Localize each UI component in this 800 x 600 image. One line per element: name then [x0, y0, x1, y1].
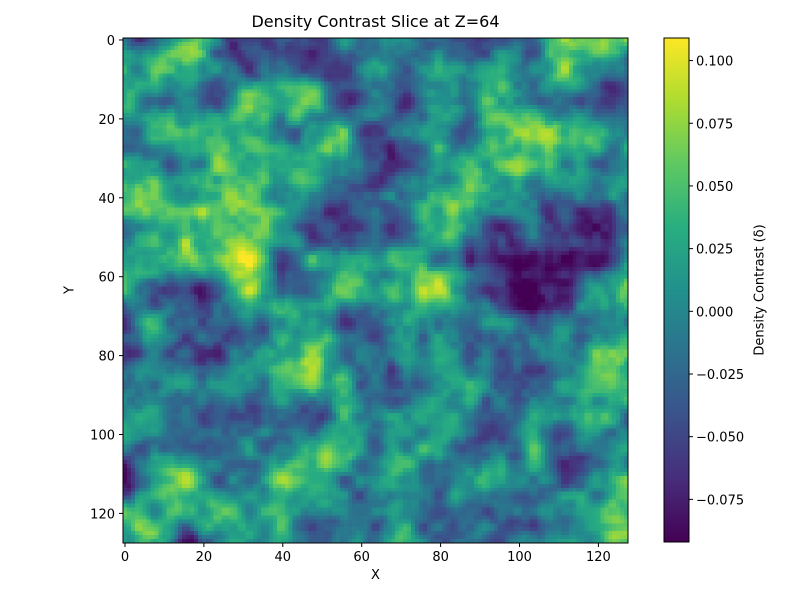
x-tick-label: 0: [121, 550, 129, 565]
y-tick-label: 100: [90, 429, 115, 444]
x-axis-ticks: 0 20 40 60 80 100 120: [121, 543, 611, 565]
plot-frame: [122, 37, 629, 544]
colorbar-tick-label: −0.025: [696, 368, 744, 383]
y-tick-label: 80: [98, 350, 115, 365]
x-tick-label: 40: [275, 550, 292, 565]
x-tick-label: 100: [507, 550, 532, 565]
heatmap-image: [123, 38, 628, 543]
colorbar-tick-label: −0.075: [696, 493, 744, 508]
colorbar: [663, 37, 690, 543]
colorbar-tick-label: 0.050: [696, 180, 733, 195]
colorbar-tick-label: 0.100: [696, 55, 733, 70]
x-tick-label: 80: [432, 550, 449, 565]
colorbar-tick-label: −0.050: [696, 431, 744, 446]
x-tick-label: 20: [196, 550, 213, 565]
y-tick-label: 40: [98, 192, 115, 207]
x-tick-label: 60: [353, 550, 370, 565]
chart-title: Density Contrast Slice at Z=64: [251, 12, 500, 31]
x-axis-label: X: [371, 568, 380, 583]
colorbar-tick-label: 0.000: [696, 305, 733, 320]
y-tick-label: 120: [90, 507, 115, 522]
colorbar-tick-label: 0.075: [696, 117, 733, 132]
y-axis-ticks: 0 20 40 60 80 100 120: [90, 34, 123, 522]
colorbar-tick-label: 0.025: [696, 243, 733, 258]
y-tick-label: 20: [98, 113, 115, 128]
y-tick-label: 60: [98, 271, 115, 286]
x-tick-label: 120: [586, 550, 611, 565]
y-tick-label: 0: [107, 34, 115, 49]
colorbar-ticks: −0.075 −0.050 −0.025 0.000 0.025 0.050 0.075 0.…: [689, 55, 744, 508]
